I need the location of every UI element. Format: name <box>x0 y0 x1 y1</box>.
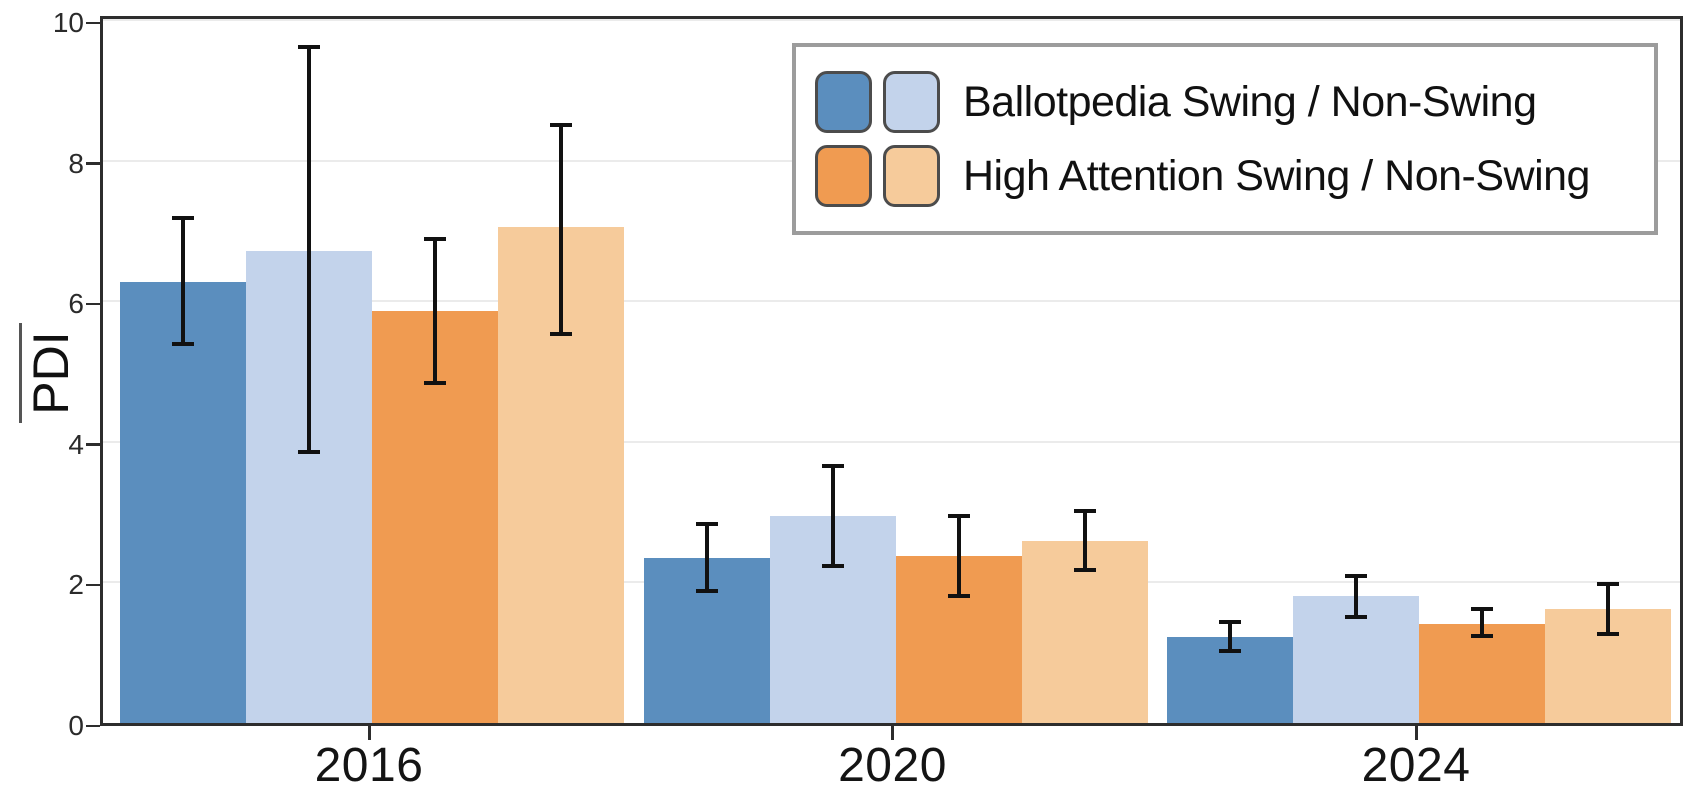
error-bar-cap-bottom <box>1219 648 1241 653</box>
error-bar-cap-top <box>1073 508 1096 513</box>
y-axis-tick <box>86 302 100 306</box>
error-bar-cap-bottom <box>695 588 718 593</box>
legend-swatch-ballotpedia-swing <box>815 71 872 133</box>
error-bar <box>1606 583 1610 635</box>
y-tick-label: 8 <box>68 147 84 179</box>
y-axis-tick <box>86 724 100 727</box>
legend-label: High Attention Swing / Non-Swing <box>963 151 1590 200</box>
y-tick-label: 2 <box>68 569 84 601</box>
error-bar <box>704 524 709 591</box>
error-bar <box>1082 510 1087 571</box>
y-tick-label: 6 <box>68 288 84 320</box>
error-bar-cap-top <box>424 236 446 241</box>
error-bar-cap-top <box>947 513 970 518</box>
legend-swatch-ballotpedia-nonswing <box>883 71 940 133</box>
error-bar-cap-top <box>1471 607 1493 612</box>
legend-swatch-high-attention-nonswing <box>883 145 940 207</box>
error-bar-cap-bottom <box>1471 633 1493 638</box>
error-bar <box>307 46 311 453</box>
y-axis-tick <box>86 21 100 25</box>
error-bar <box>181 217 185 345</box>
error-bar-cap-bottom <box>1597 632 1619 637</box>
error-bar-cap-top <box>298 44 320 49</box>
y-tick-label: 0 <box>68 710 84 741</box>
gridline-y-4 <box>103 440 1680 443</box>
error-bar-cap-bottom <box>1073 568 1096 573</box>
error-bar-cap-top <box>821 463 844 468</box>
bar-2016-ballotpedia-swing <box>120 281 246 723</box>
legend-row: Ballotpedia Swing / Non-Swing <box>815 71 1654 133</box>
x-tick-label: 2020 <box>838 739 947 792</box>
y-axis-tick <box>86 162 100 165</box>
y-tick-label: 4 <box>68 428 84 460</box>
error-bar-cap-bottom <box>550 331 572 336</box>
legend-swatch-high-attention-swing <box>815 145 872 207</box>
error-bar-cap-bottom <box>424 381 446 386</box>
legend-label: Ballotpedia Swing / Non-Swing <box>963 77 1537 126</box>
error-bar <box>956 515 961 596</box>
error-bar <box>433 238 437 384</box>
error-bar-cap-bottom <box>1345 614 1367 619</box>
legend: Ballotpedia Swing / Non-Swing High Atten… <box>792 43 1658 235</box>
y-axis-label: PDI <box>12 303 84 443</box>
x-tick-label: 2016 <box>314 739 424 792</box>
error-bar-cap-bottom <box>172 342 194 347</box>
error-bar-cap-top <box>1597 581 1619 586</box>
x-axis-tick <box>1414 726 1418 740</box>
error-bar-cap-top <box>695 522 718 527</box>
y-axis-label-text: PDI <box>18 323 79 423</box>
x-axis-tick <box>891 726 894 740</box>
error-bar <box>1354 576 1358 617</box>
error-bar-cap-top <box>550 123 572 128</box>
error-bar-cap-bottom <box>821 563 844 568</box>
x-axis-tick <box>367 726 371 740</box>
bar-2024-high-attention-swing <box>1419 623 1545 723</box>
error-bar-cap-top <box>1219 619 1241 624</box>
error-bar <box>1480 609 1484 636</box>
gridline-y-10 <box>103 19 1680 22</box>
error-bar <box>559 125 563 334</box>
error-bar-cap-bottom <box>947 593 970 598</box>
error-bar-cap-top <box>172 215 194 220</box>
gridline-y-6 <box>103 300 1680 303</box>
y-axis-tick <box>86 583 100 587</box>
error-bar-cap-top <box>1345 574 1367 579</box>
y-axis-tick <box>86 443 100 446</box>
y-tick-label: 10 <box>52 7 84 39</box>
legend-row: High Attention Swing / Non-Swing <box>815 145 1654 207</box>
error-bar-cap-bottom <box>298 450 320 455</box>
x-tick-label: 2024 <box>1361 739 1471 792</box>
error-bar <box>830 465 835 566</box>
error-bar <box>1228 621 1232 651</box>
